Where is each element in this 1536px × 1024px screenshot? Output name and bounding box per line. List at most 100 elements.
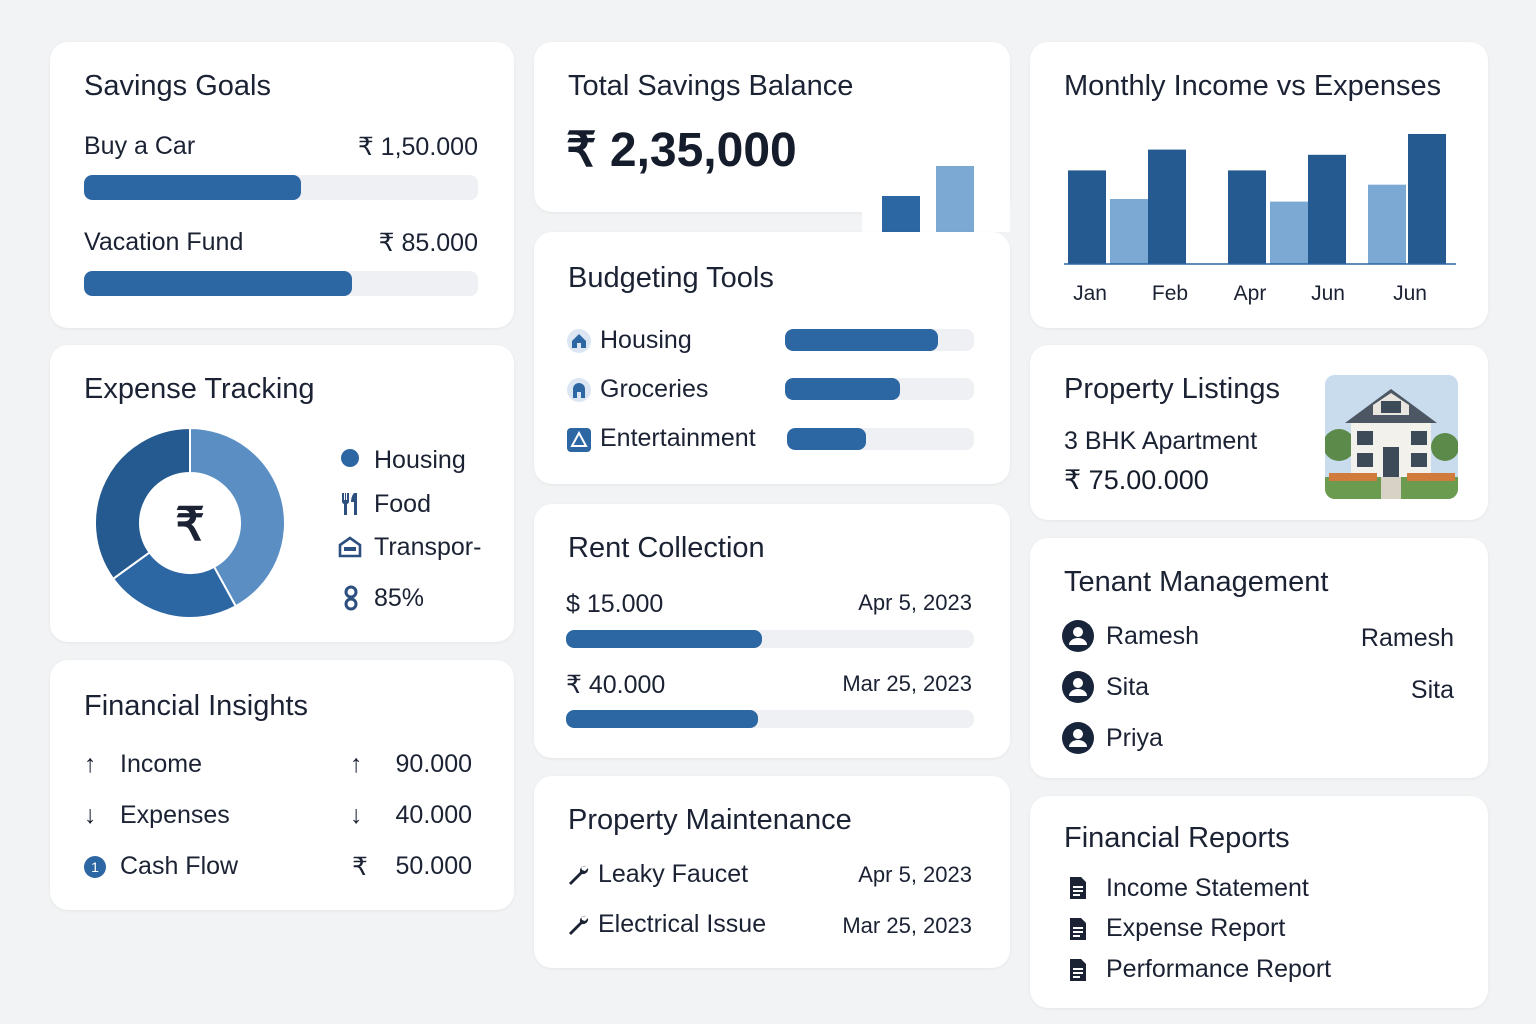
budget-label: Groceries xyxy=(600,375,709,403)
bar-mark xyxy=(1408,134,1446,264)
arrow-down-icon: ↓ xyxy=(84,801,97,829)
rent-amount: $ 15.000 xyxy=(566,590,664,618)
arrow-up-icon: ↑ xyxy=(84,750,97,778)
total-savings-card: Total Savings Balance ₹ 2,35,000 xyxy=(534,42,1010,212)
report-link[interactable]: Performance Report xyxy=(1106,955,1332,983)
goal-amount: ₹ 1,50.000 xyxy=(357,133,478,161)
tenant-name[interactable]: Priya xyxy=(1106,724,1163,752)
card-title: Expense Tracking xyxy=(84,373,315,405)
x-tick-label: Jan xyxy=(1073,282,1107,305)
bar-mark xyxy=(1110,199,1148,264)
savings-balance-amount: ₹ 2,35,000 xyxy=(566,124,797,177)
insight-value: 40.000 xyxy=(395,801,472,829)
card-title: Property Maintenance xyxy=(568,804,852,836)
report-link[interactable]: Income Statement xyxy=(1106,874,1309,902)
donut-slice xyxy=(189,426,286,608)
legend-label: 85% xyxy=(374,584,425,612)
tenant-name[interactable]: Sita xyxy=(1106,673,1150,701)
card-title: Monthly Income vs Expenses xyxy=(1064,70,1442,102)
budget-label: Entertainment xyxy=(600,424,756,452)
info-circle-icon: 1 xyxy=(84,856,106,878)
tenant-name[interactable]: Ramesh xyxy=(1106,622,1200,650)
goal-label: Buy a Car xyxy=(84,132,196,160)
bus-icon xyxy=(338,535,362,559)
rent-amount: ₹ 40.000 xyxy=(566,671,666,699)
card-title: Rent Collection xyxy=(568,532,765,564)
maintenance-label: Electrical Issue xyxy=(598,910,767,938)
mini-bar xyxy=(882,195,920,232)
card-title: Financial Reports xyxy=(1064,822,1290,854)
document-icon xyxy=(1068,958,1088,982)
budget-progress-bar[interactable] xyxy=(787,428,974,450)
rent-collection-card: Rent Collection $ 15.000 Apr 5, 2023 ₹ 4… xyxy=(534,504,1010,758)
bar-mark xyxy=(1228,170,1266,264)
house-photo[interactable] xyxy=(1325,375,1458,499)
card-title: Budgeting Tools xyxy=(568,262,774,294)
store-icon xyxy=(566,377,592,403)
expense-donut-chart xyxy=(94,426,286,619)
tenant-detail: Ramesh xyxy=(1360,624,1454,652)
card-title: Financial Insights xyxy=(84,690,309,722)
income-expenses-chart: Jan Feb Apr Jun Jun xyxy=(1064,134,1456,305)
insight-value-icon: ₹ xyxy=(352,853,368,881)
budgeting-tools-card: Budgeting Tools Housing Groceries Entert… xyxy=(534,232,1010,484)
listing-price: ₹ 75.00.000 xyxy=(1064,465,1209,495)
mini-bar-chart xyxy=(862,150,1010,232)
document-icon xyxy=(1068,876,1088,900)
percent-icon xyxy=(340,585,362,611)
x-tick-label: Feb xyxy=(1152,282,1188,305)
maintenance-date: Apr 5, 2023 xyxy=(858,862,972,887)
bar-mark xyxy=(1308,154,1346,264)
report-link[interactable]: Expense Report xyxy=(1106,914,1286,942)
income-expenses-card: Monthly Income vs Expenses Jan Feb Apr Jun J… xyxy=(1030,42,1488,328)
user-avatar-icon xyxy=(1062,722,1094,754)
card-title: Savings Goals xyxy=(84,70,271,102)
budget-progress-bar[interactable] xyxy=(785,378,974,400)
tenant-management-card: Tenant Management Ramesh Ramesh Sita Sit… xyxy=(1030,538,1488,778)
goal-progress-bar xyxy=(84,175,478,200)
bar-mark xyxy=(1368,184,1406,264)
x-tick-label: Apr xyxy=(1234,282,1267,305)
x-tick-label: Jun xyxy=(1311,282,1345,305)
legend-label: Food xyxy=(374,490,431,518)
donut-slice xyxy=(94,426,191,581)
insight-value: 90.000 xyxy=(395,750,472,778)
financial-reports-card: Financial Reports Income Statement Expen… xyxy=(1030,796,1488,1008)
bar-mark xyxy=(1148,149,1186,264)
card-title: Tenant Management xyxy=(1064,566,1329,598)
budget-progress-bar[interactable] xyxy=(785,329,974,351)
goal-progress-fill xyxy=(84,175,301,200)
rent-progress-bar xyxy=(566,630,974,648)
budget-progress-fill xyxy=(785,378,901,400)
property-listings-card[interactable]: Property Listings 3 BHK Apartment ₹ 75.0… xyxy=(1030,345,1488,520)
home-icon xyxy=(566,328,592,354)
rent-progress-fill xyxy=(566,710,758,728)
insight-value-icon: ↑ xyxy=(350,750,363,778)
insight-value-icon: ↓ xyxy=(350,801,363,829)
expense-tracking-card: Expense Tracking ₹ Housing Food Transpor… xyxy=(50,345,514,642)
rupee-icon: ₹ xyxy=(175,498,205,550)
listing-type: 3 BHK Apartment xyxy=(1064,427,1258,455)
card-title: Property Listings xyxy=(1064,373,1280,405)
fork-knife-icon xyxy=(338,491,362,517)
bar-mark xyxy=(1270,201,1308,264)
bar-mark xyxy=(1068,170,1106,264)
maintenance-date: Mar 25, 2023 xyxy=(842,913,972,938)
rent-date: Apr 5, 2023 xyxy=(858,590,972,615)
financial-insights-card: Financial Insights ↑ Income ↑ 90.000 ↓ E… xyxy=(50,660,514,910)
card-title: Total Savings Balance xyxy=(568,70,854,102)
goal-progress-fill xyxy=(84,271,352,296)
tenant-detail: Sita xyxy=(1410,676,1454,704)
legend-label: Transpor- xyxy=(374,533,482,561)
triangle-icon xyxy=(566,427,592,453)
wrench-icon xyxy=(566,912,590,936)
mini-bar xyxy=(936,166,974,232)
property-maintenance-card: Property Maintenance Leaky Faucet Apr 5,… xyxy=(534,776,1010,968)
rent-progress-fill xyxy=(566,630,762,648)
goal-label: Vacation Fund xyxy=(84,228,244,256)
dot-icon xyxy=(341,449,359,467)
user-avatar-icon xyxy=(1062,671,1094,703)
goal-amount: ₹ 85.000 xyxy=(378,229,478,257)
maintenance-label: Leaky Faucet xyxy=(598,860,749,888)
budget-progress-fill xyxy=(785,329,939,351)
